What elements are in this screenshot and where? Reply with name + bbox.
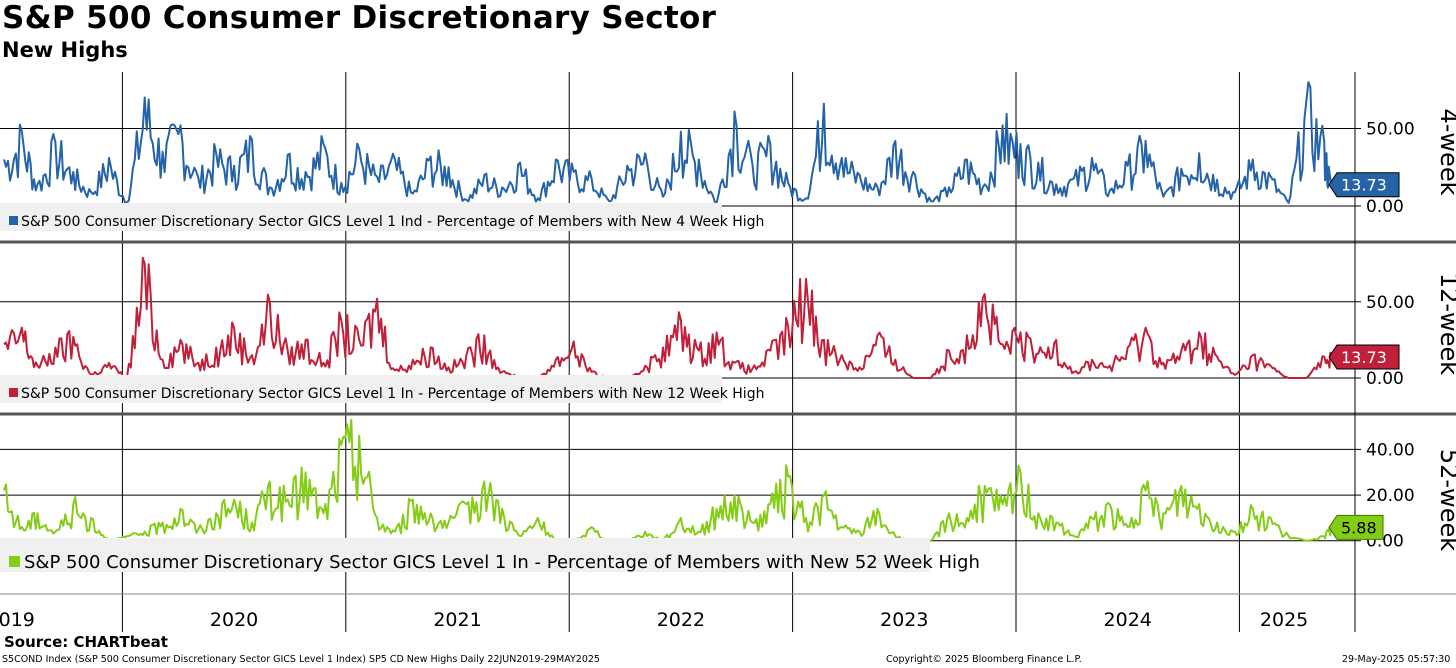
panel-label: 12-week	[1435, 273, 1456, 375]
legend-box	[0, 538, 930, 572]
footer-description: S5COND Index (S&P 500 Consumer Discretio…	[2, 654, 600, 665]
panel-label: 52-week	[1435, 449, 1456, 551]
last-value-badge	[1328, 514, 1384, 540]
y-tick-label: 50.00	[1366, 293, 1415, 313]
chart-title: S&P 500 Consumer Discretionary Sector	[2, 0, 717, 36]
legend-swatch	[9, 388, 18, 397]
panel-4-week: 0.00 50.00 13.73 S&P 500 Consumer Discretio…	[0, 81, 1456, 231]
x-tick-label: 2024	[1104, 609, 1152, 631]
last-value-label: 5.88	[1341, 518, 1377, 537]
x-tick-label: 2019	[0, 609, 35, 631]
legend-box	[0, 203, 722, 231]
y-tick-label: 50.00	[1366, 120, 1415, 140]
panel-label: 4-week	[1435, 109, 1456, 196]
legend-label: S&P 500 Consumer Discretionary Sector GI…	[21, 214, 764, 230]
last-value-label: 13.73	[1341, 348, 1387, 367]
last-value-badge	[1328, 344, 1400, 370]
series-line-12-week	[3, 256, 1332, 379]
x-tick-label: 2020	[210, 609, 258, 631]
legend-label: S&P 500 Consumer Discretionary Sector GI…	[21, 386, 764, 402]
y-tick-label: 0.00	[1366, 197, 1404, 217]
legend-box	[0, 375, 722, 403]
x-tick-label: 2025	[1260, 609, 1308, 631]
last-value-label: 13.73	[1341, 176, 1387, 195]
footer-timestamp: 29-May-2025 05:57:30	[1342, 654, 1451, 665]
series-line-4-week	[3, 81, 1332, 204]
x-tick-label: 2022	[657, 609, 705, 631]
panel-12-week: 0.00 50.00 13.73 S&P 500 Consumer Discretio…	[0, 256, 1456, 403]
legend-label: S&P 500 Consumer Discretionary Sector GI…	[24, 552, 980, 573]
footer-copyright: Copyright© 2025 Bloomberg Finance L.P.	[886, 654, 1082, 665]
series-line-52-week	[3, 418, 1332, 542]
y-tick-label: 0.00	[1366, 369, 1404, 389]
legend-swatch	[9, 216, 18, 225]
y-tick-label: 40.00	[1366, 440, 1415, 460]
x-tick-label: 2023	[880, 609, 928, 631]
footer-source: Source: CHARTbeat	[4, 633, 168, 651]
chart-subtitle: New Highs	[2, 38, 128, 62]
x-tick-label: 2021	[433, 609, 481, 631]
y-tick-label: 20.00	[1366, 486, 1415, 506]
legend-swatch	[9, 556, 20, 567]
last-value-badge	[1328, 172, 1400, 198]
